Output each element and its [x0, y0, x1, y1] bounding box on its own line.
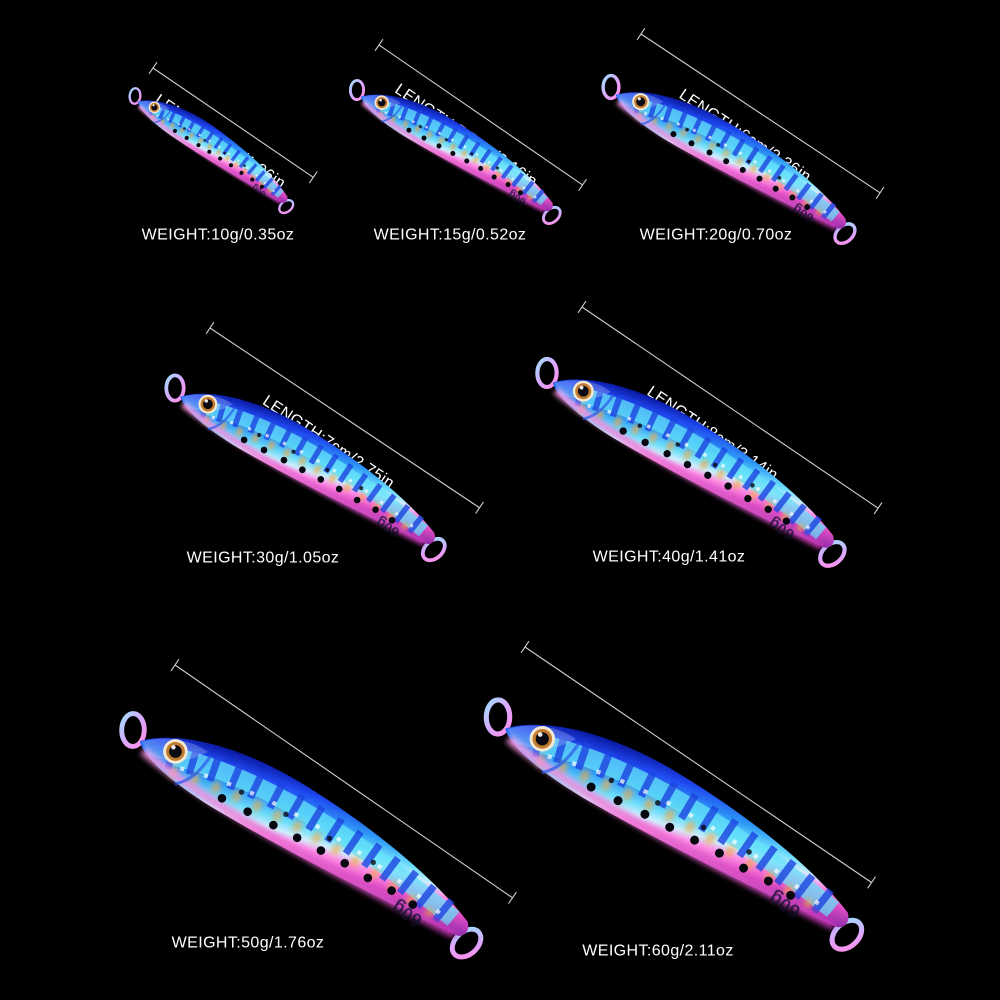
jig-lure-image: 60g [503, 353, 877, 575]
jig-lure-image: 60g [108, 85, 314, 219]
weight-label: WEIGHT:20g/0.70oz [640, 227, 793, 244]
weight-label: WEIGHT:50g/1.76oz [172, 935, 325, 952]
weight-label: WEIGHT:40g/1.41oz [593, 549, 746, 566]
jig-lure-image: 60g [136, 370, 474, 568]
length-dimension-line: LENGTH:5cm/1.96in [148, 61, 318, 193]
jig-lure-image: 60g [327, 76, 583, 229]
weight-label: WEIGHT:60g/2.11oz [582, 943, 733, 960]
jig-lure-image: 60g [446, 693, 901, 960]
weight-label: WEIGHT:15g/0.52oz [374, 227, 527, 244]
weight-label: WEIGHT:30g/1.05oz [187, 550, 340, 567]
jig-lure-image: 60g [82, 707, 520, 968]
weight-label: WEIGHT:10g/0.35oz [142, 227, 295, 244]
jig-lure-image: 60g [576, 71, 882, 251]
